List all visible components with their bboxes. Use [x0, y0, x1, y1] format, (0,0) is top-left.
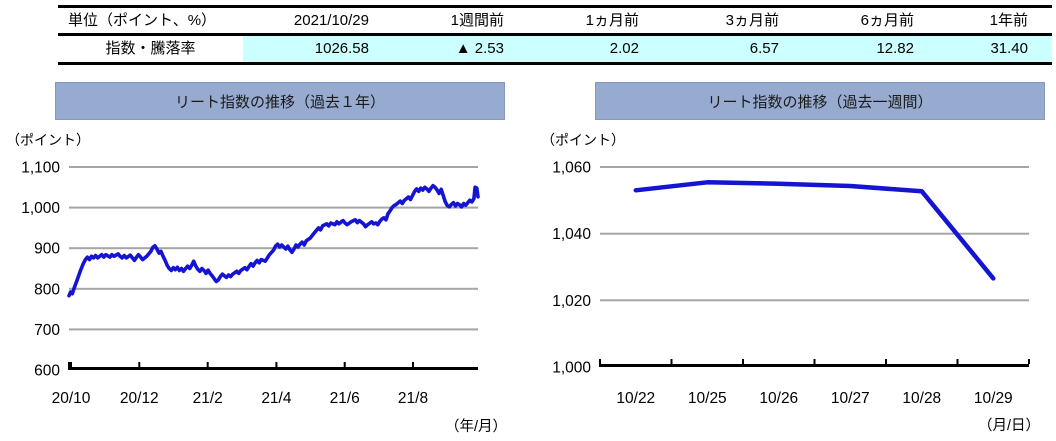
y-tick-label: 1,000 [552, 360, 591, 377]
h-gridline [69, 206, 478, 209]
chart-title-banner-1week: リート指数の推移（過去一週間） [595, 82, 1045, 120]
table-header-cell: 1ヵ月前 [585, 12, 639, 29]
table-row-label: 指数・騰落率 [105, 40, 196, 57]
price-line [67, 183, 480, 298]
h-gridline [69, 287, 478, 290]
x-tick-label: 10/27 [831, 390, 870, 407]
x-tick-label: 10/26 [759, 390, 798, 407]
x-tick-label: 20/10 [52, 390, 91, 407]
x-tick-label: 20/12 [120, 390, 159, 407]
chart-title-1week: リート指数の推移（過去一週間） [707, 93, 933, 111]
axis-tick [412, 362, 414, 367]
axis-tick [206, 362, 209, 367]
y-tick-label: 1,000 [21, 200, 60, 217]
table-value-cell: 6.57 [663, 36, 803, 62]
y-tick-label: 1,040 [552, 226, 591, 243]
axis-tick [68, 362, 70, 367]
axis-tick [813, 359, 816, 364]
y-axis-unit-right: （ポイント） [541, 132, 625, 148]
table-header-row: 単位（ポイント、%） 2021/10/29 1週間前 1ヵ月前 3ヵ月前 6ヵ月前 1年前 [58, 8, 1052, 36]
table-header-cell: 2021/10/29 [293, 12, 369, 29]
chart-1week-svg: 1,000 1,020 1,040 1,060 10/22 10/25 10/26 10/27… [552, 160, 1040, 435]
x-tick-label: 21/8 [398, 390, 428, 407]
axis-tick [956, 359, 959, 364]
y-tick-label: 600 [34, 363, 60, 380]
axis-tick [70, 362, 72, 367]
y-axis-unit-left: （ポイント） [6, 132, 90, 148]
h-gridline [69, 328, 478, 331]
x-tick-label: 21/6 [330, 390, 360, 407]
x-tick-label: 10/29 [974, 390, 1013, 407]
x-tick-label: 21/2 [193, 390, 223, 407]
axis-tick [1028, 359, 1030, 364]
table-header-cell: 1年前 [989, 12, 1028, 29]
axis-tick [599, 359, 601, 364]
table-header-cell: 3ヵ月前 [725, 12, 779, 29]
axis-tick [885, 359, 887, 364]
table-header-cell: 1週間前 [450, 12, 504, 29]
axis-tick [275, 362, 278, 367]
table-value-cell: ▲ 2.53 [393, 36, 528, 62]
table-value-cell: 2.02 [528, 36, 663, 62]
price-line [633, 180, 996, 281]
chart-title-1year: リート指数の推移（過去１年） [174, 93, 385, 111]
x-axis-unit-label: （年/月） [445, 418, 507, 435]
table-value-cell: 1026.58 [243, 36, 393, 62]
h-gridline [600, 166, 1029, 168]
axis-tick [343, 362, 346, 367]
x-tick-label: 10/22 [616, 390, 655, 407]
x-tick-label: 10/25 [688, 390, 727, 407]
h-gridline [600, 299, 1029, 302]
x-tick-label: 10/28 [902, 390, 941, 407]
x-tick-label: 21/4 [261, 390, 292, 407]
axis-tick [138, 362, 141, 367]
x-axis-line [599, 364, 1029, 367]
y-tick-label: 900 [34, 241, 60, 258]
axis-tick [670, 359, 673, 364]
table-value-cell: 31.40 [938, 36, 1052, 62]
h-gridline [69, 166, 478, 168]
table-value-cell: 12.82 [803, 36, 938, 62]
y-tick-label: 1,100 [21, 160, 60, 177]
axis-tick [742, 359, 744, 364]
y-tick-label: 800 [34, 281, 60, 298]
y-tick-label: 1,020 [552, 293, 591, 310]
chart-title-banner-1year: リート指数の推移（過去１年） [55, 82, 505, 120]
summary-table: 単位（ポイント、%） 2021/10/29 1週間前 1ヵ月前 3ヵ月前 6ヵ月前 1年前 … [58, 5, 1052, 65]
y-tick-label: 700 [34, 322, 60, 339]
table-header-cell: 6ヵ月前 [860, 12, 914, 29]
x-axis-unit-label: （月/日） [978, 417, 1040, 434]
table-data-row: 指数・騰落率 1026.58 ▲ 2.53 2.02 6.57 12.82 31.40 [58, 36, 1052, 62]
table-unit-header-cell: 単位（ポイント、%） [68, 12, 217, 29]
y-tick-label: 1,060 [552, 160, 591, 177]
chart-1year-svg: 600 700 800 900 1,000 1,100 20/10 20/12 21/2 21/4… [21, 160, 507, 436]
x-axis-line [68, 367, 478, 370]
h-gridline [600, 232, 1029, 235]
